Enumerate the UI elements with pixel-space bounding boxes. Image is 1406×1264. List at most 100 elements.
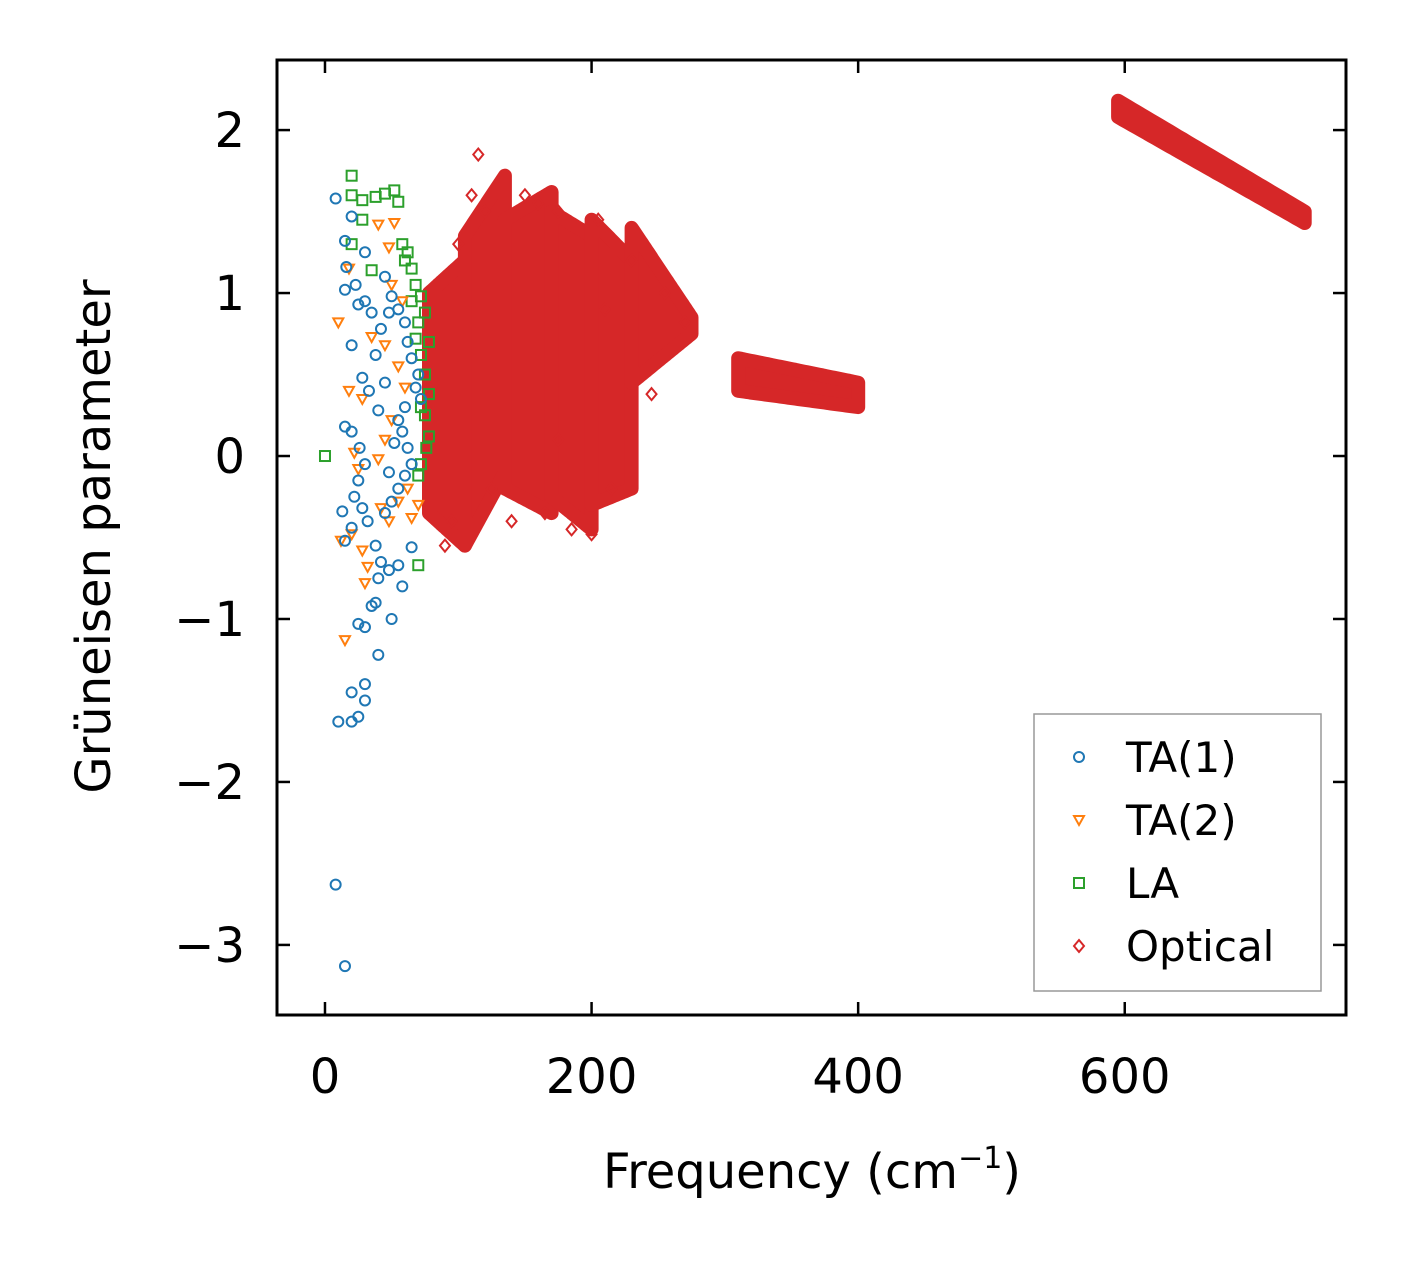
- data-point: [401, 246, 414, 259]
- series-ta-1: [329, 192, 427, 973]
- data-point: [422, 430, 435, 443]
- y-tick-label: −3: [174, 918, 245, 974]
- data-point: [398, 382, 412, 395]
- data-point: [356, 371, 369, 384]
- data-point: [382, 466, 395, 479]
- data-point: [404, 512, 419, 526]
- data-point: [485, 481, 498, 497]
- data-point: [551, 203, 565, 220]
- legend-marker: [1073, 877, 1085, 889]
- data-point: [412, 316, 425, 329]
- data-point: [418, 409, 431, 422]
- data-point: [378, 340, 392, 353]
- data-point: [598, 301, 612, 317]
- data-point: [345, 169, 358, 182]
- data-point: [388, 436, 401, 449]
- data-point: [409, 381, 422, 394]
- data-point: [605, 481, 618, 497]
- legend-label: Optical: [1126, 922, 1274, 971]
- data-point: [352, 710, 365, 723]
- data-point: [344, 529, 359, 542]
- data-point: [338, 234, 351, 247]
- data-point: [398, 469, 411, 482]
- data-point: [374, 322, 387, 335]
- data-point: [358, 578, 372, 591]
- data-point: [365, 264, 378, 277]
- data-point: [361, 515, 374, 528]
- data-point: [531, 195, 545, 211]
- data-point: [405, 458, 418, 471]
- data-point: [438, 538, 452, 554]
- data-point: [360, 561, 375, 574]
- data-point: [365, 306, 378, 319]
- data-point: [355, 545, 370, 558]
- data-point: [364, 332, 379, 345]
- data-point: [445, 513, 458, 529]
- data-point: [355, 393, 370, 407]
- data-point: [412, 368, 425, 381]
- legend-label: TA(2): [1125, 796, 1237, 845]
- data-point: [405, 295, 418, 308]
- data-point: [465, 187, 478, 203]
- plot-frame: [275, 58, 1348, 1017]
- optical-cluster-6: [624, 220, 699, 390]
- y-tick-label: −1: [174, 592, 245, 648]
- legend-marker: [1072, 938, 1086, 954]
- data-point: [420, 441, 433, 454]
- data-point: [401, 335, 414, 348]
- data-point: [385, 495, 398, 508]
- data-point: [658, 285, 672, 301]
- data-point: [345, 210, 358, 223]
- data-point: [409, 278, 422, 291]
- data-point: [378, 507, 391, 520]
- data-point: [405, 262, 418, 275]
- data-point: [392, 414, 405, 427]
- data-point: [565, 521, 578, 537]
- data-point: [451, 236, 465, 252]
- legend-label: TA(1): [1125, 733, 1237, 782]
- data-point: [405, 541, 418, 554]
- series-optical: [422, 93, 1312, 554]
- data-point: [411, 499, 425, 512]
- data-point: [382, 306, 395, 319]
- x-axis-label: Frequency (cm−1): [603, 1141, 1021, 1200]
- data-point: [371, 219, 386, 232]
- data-point: [336, 505, 349, 518]
- data-point: [345, 189, 358, 202]
- data-point: [414, 401, 427, 414]
- data-point: [372, 404, 385, 417]
- series-la: [318, 169, 435, 572]
- data-point: [331, 317, 346, 330]
- legend: TA(1) TA(2) LA Optical: [1033, 713, 1322, 992]
- data-point: [352, 474, 365, 487]
- data-point: [358, 246, 371, 259]
- data-point: [591, 212, 605, 228]
- data-point: [398, 401, 411, 414]
- data-point: [378, 376, 391, 389]
- data-point: [372, 648, 385, 661]
- y-axis-label: Grüneisen parameter: [66, 279, 122, 794]
- data-point: [385, 612, 398, 625]
- data-point: [358, 295, 371, 308]
- data-point: [471, 146, 485, 163]
- y-tick-label: −2: [174, 755, 245, 811]
- data-point: [342, 385, 356, 398]
- data-point: [478, 203, 492, 220]
- data-point: [418, 306, 431, 319]
- data-point: [369, 539, 382, 552]
- data-point: [345, 686, 358, 699]
- data-point: [362, 384, 375, 397]
- x-tick-label: 200: [546, 1049, 638, 1105]
- data-point: [391, 361, 405, 374]
- data-point: [332, 715, 345, 728]
- data-point: [382, 564, 395, 577]
- data-point: [318, 450, 331, 463]
- data-point: [645, 386, 658, 402]
- data-point: [345, 425, 358, 438]
- data-point: [349, 278, 362, 291]
- data-point: [384, 279, 399, 292]
- data-point: [371, 454, 386, 467]
- data-point: [345, 339, 358, 352]
- data-point: [551, 432, 565, 448]
